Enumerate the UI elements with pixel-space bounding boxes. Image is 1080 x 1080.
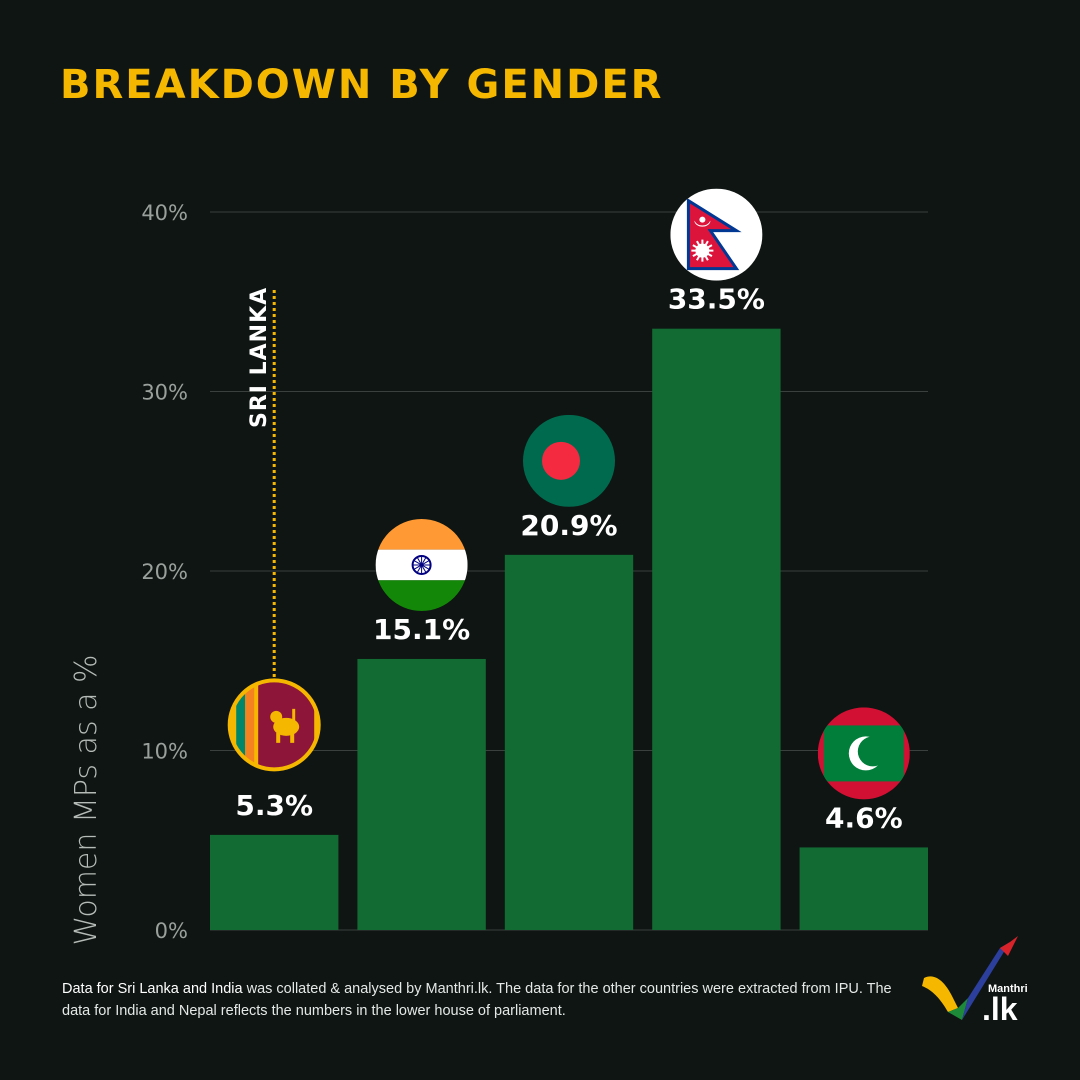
value-label: 33.5% <box>668 283 765 316</box>
value-label: 15.1% <box>373 613 470 646</box>
y-axis-ticks: 0% 10% 20% 30% 40% <box>141 201 188 943</box>
logo-small-text: Manthri <box>988 983 1028 995</box>
manthri-logo: Manthri .lk <box>922 936 1028 1026</box>
bar-sri-lanka <box>210 834 339 930</box>
value-label: 4.6% <box>825 801 903 834</box>
y-tick-label: 30% <box>141 381 188 405</box>
value-label: 5.3% <box>235 789 313 822</box>
bar-nepal <box>652 328 781 930</box>
y-tick-label: 40% <box>141 201 188 225</box>
y-tick-label: 0% <box>155 919 188 943</box>
bars <box>210 328 928 930</box>
footnote: Data for Sri Lanka and India was collate… <box>62 978 892 1022</box>
chart-title: BREAKDOWN BY GENDER <box>60 62 664 108</box>
logo-large-text: .lk <box>982 991 1018 1026</box>
bar-maldives <box>799 847 928 930</box>
logo-stroke-yellow <box>922 976 958 1012</box>
value-label: 20.9% <box>520 509 617 542</box>
sri-lanka-flag-icon <box>227 678 321 772</box>
footnote-highlight: Data for Sri Lanka and India <box>62 981 243 997</box>
footnote-text: was collated & analysed by Manthri.lk. T… <box>62 981 892 1019</box>
india-flag-icon <box>375 518 468 611</box>
bar-chart: 0% 10% 20% 30% 40% Women MPs as a % SRI LANK… <box>69 188 928 946</box>
sri-lanka-callout: SRI LANKA <box>247 287 276 679</box>
logo-stroke-red <box>1000 936 1018 956</box>
y-axis-label: Women MPs as a % <box>69 654 104 945</box>
nepal-flag-icon <box>670 188 763 281</box>
callout-label: SRI LANKA <box>247 287 272 428</box>
value-labels: 5.3% 15.1% 20.9% 33.5% 4.6% <box>235 283 902 835</box>
logo-stroke-green <box>948 998 968 1020</box>
y-tick-label: 10% <box>141 740 188 764</box>
bar-bangladesh <box>504 554 634 930</box>
logo-stroke-blue <box>962 942 1010 1020</box>
bar-india <box>357 658 486 930</box>
bangladesh-flag-icon <box>523 414 615 507</box>
maldives-flag-icon <box>817 707 910 800</box>
y-tick-label: 20% <box>141 560 188 584</box>
